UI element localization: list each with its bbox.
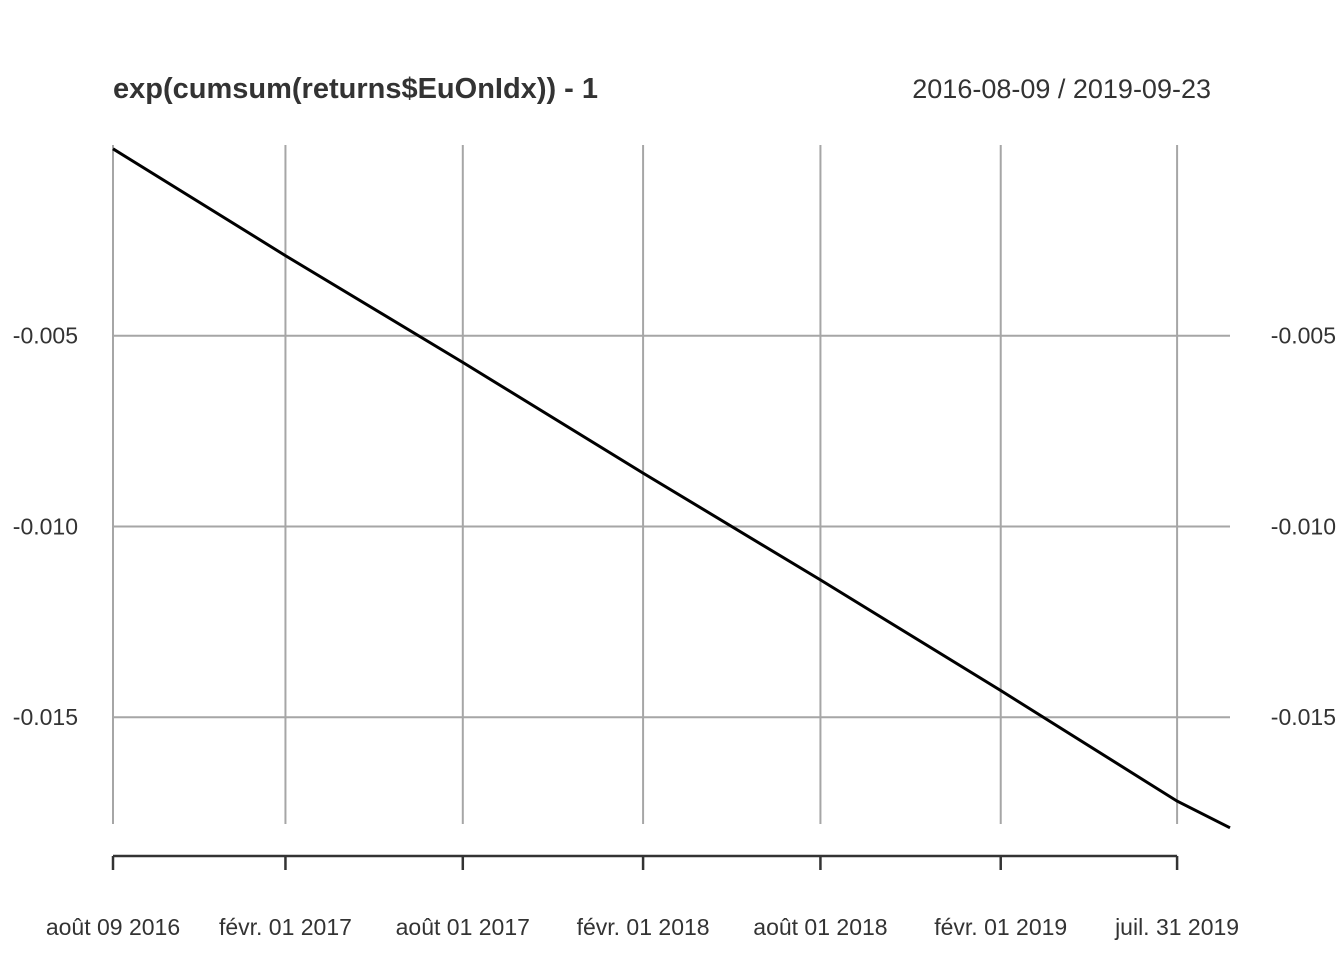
y-axis-labels: -0.005 -0.005 -0.010 -0.010 -0.015 -0.015 (13, 323, 1336, 730)
x-tick-label: août 09 2016 (46, 914, 180, 940)
y-tick-label-right: -0.015 (1271, 704, 1336, 730)
x-tick-label: juil. 31 2019 (1114, 914, 1239, 940)
y-tick-label-left: -0.015 (13, 704, 78, 730)
x-tick-label: févr. 01 2019 (934, 914, 1067, 940)
y-tick-label-left: -0.010 (13, 513, 78, 539)
grid (112, 145, 1230, 824)
x-tick-label: août 01 2018 (753, 914, 887, 940)
x-axis (111, 854, 1179, 870)
date-range-label: 2016-08-09 / 2019-09-23 (912, 74, 1211, 104)
x-axis-labels: août 09 2016 févr. 01 2017 août 01 2017 fév… (46, 914, 1239, 940)
y-tick-label-right: -0.005 (1271, 323, 1336, 349)
series-line (112, 147, 1231, 830)
x-tick-label: févr. 01 2018 (577, 914, 710, 940)
series-layer (112, 147, 1231, 830)
y-tick-label-left: -0.005 (13, 323, 78, 349)
chart-title: exp(cumsum(returns$EuOnIdx)) - 1 (113, 73, 598, 105)
x-tick-label: févr. 01 2017 (219, 914, 352, 940)
y-tick-label-right: -0.010 (1271, 513, 1336, 539)
x-tick-label: août 01 2017 (396, 914, 530, 940)
